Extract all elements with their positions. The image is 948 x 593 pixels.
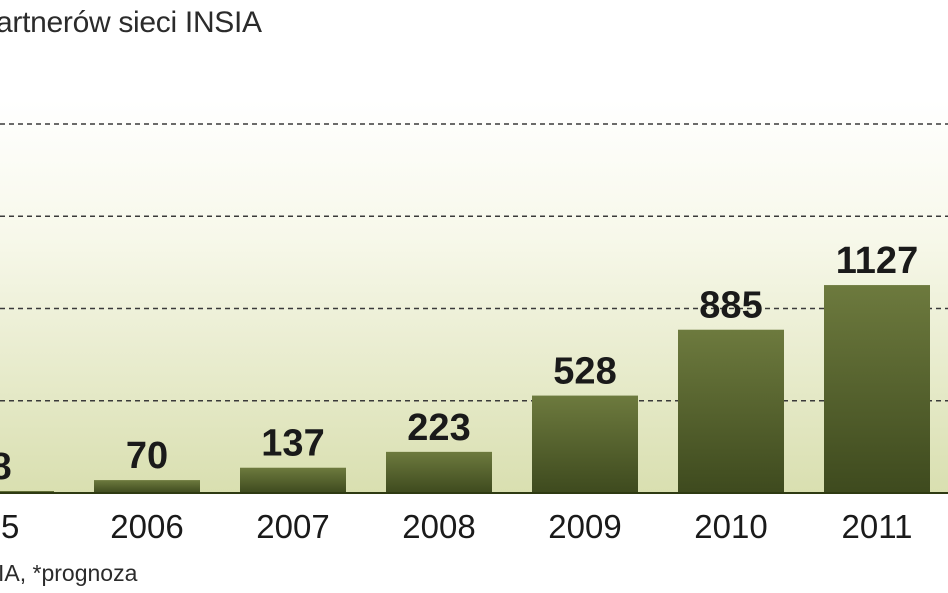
bar-2008 — [386, 451, 492, 493]
x-tick-label: 2007 — [256, 508, 329, 545]
bar-2010 — [678, 329, 784, 493]
x-tick-label: 2011 — [842, 508, 913, 545]
value-label: 137 — [261, 423, 324, 465]
value-labels: 8 70 137 223 528 885 1127 — [0, 240, 918, 488]
bar-2007 — [240, 467, 346, 493]
bars — [0, 285, 930, 493]
plot-background — [0, 100, 948, 493]
x-tick-label: 2010 — [694, 508, 767, 545]
bar-2011 — [824, 285, 930, 493]
x-axis-ticks: 05 2006 2007 2008 2009 2010 2011 — [0, 508, 912, 545]
value-label: 1127 — [836, 240, 918, 282]
bar-2006 — [94, 480, 200, 493]
value-label: 223 — [407, 407, 470, 449]
value-label: 885 — [699, 285, 762, 327]
chart-title: artnerów sieci INSIA — [0, 6, 262, 39]
bar-2009 — [532, 395, 638, 493]
source-note: IA, *prognoza — [0, 560, 138, 586]
x-tick-label: 2009 — [548, 508, 621, 545]
value-label: 8 — [0, 446, 12, 488]
value-label: 528 — [553, 351, 616, 393]
x-tick-label: 05 — [0, 508, 19, 545]
x-tick-label: 2006 — [110, 508, 183, 545]
value-label: 70 — [126, 435, 168, 477]
x-tick-label: 2008 — [402, 508, 475, 545]
